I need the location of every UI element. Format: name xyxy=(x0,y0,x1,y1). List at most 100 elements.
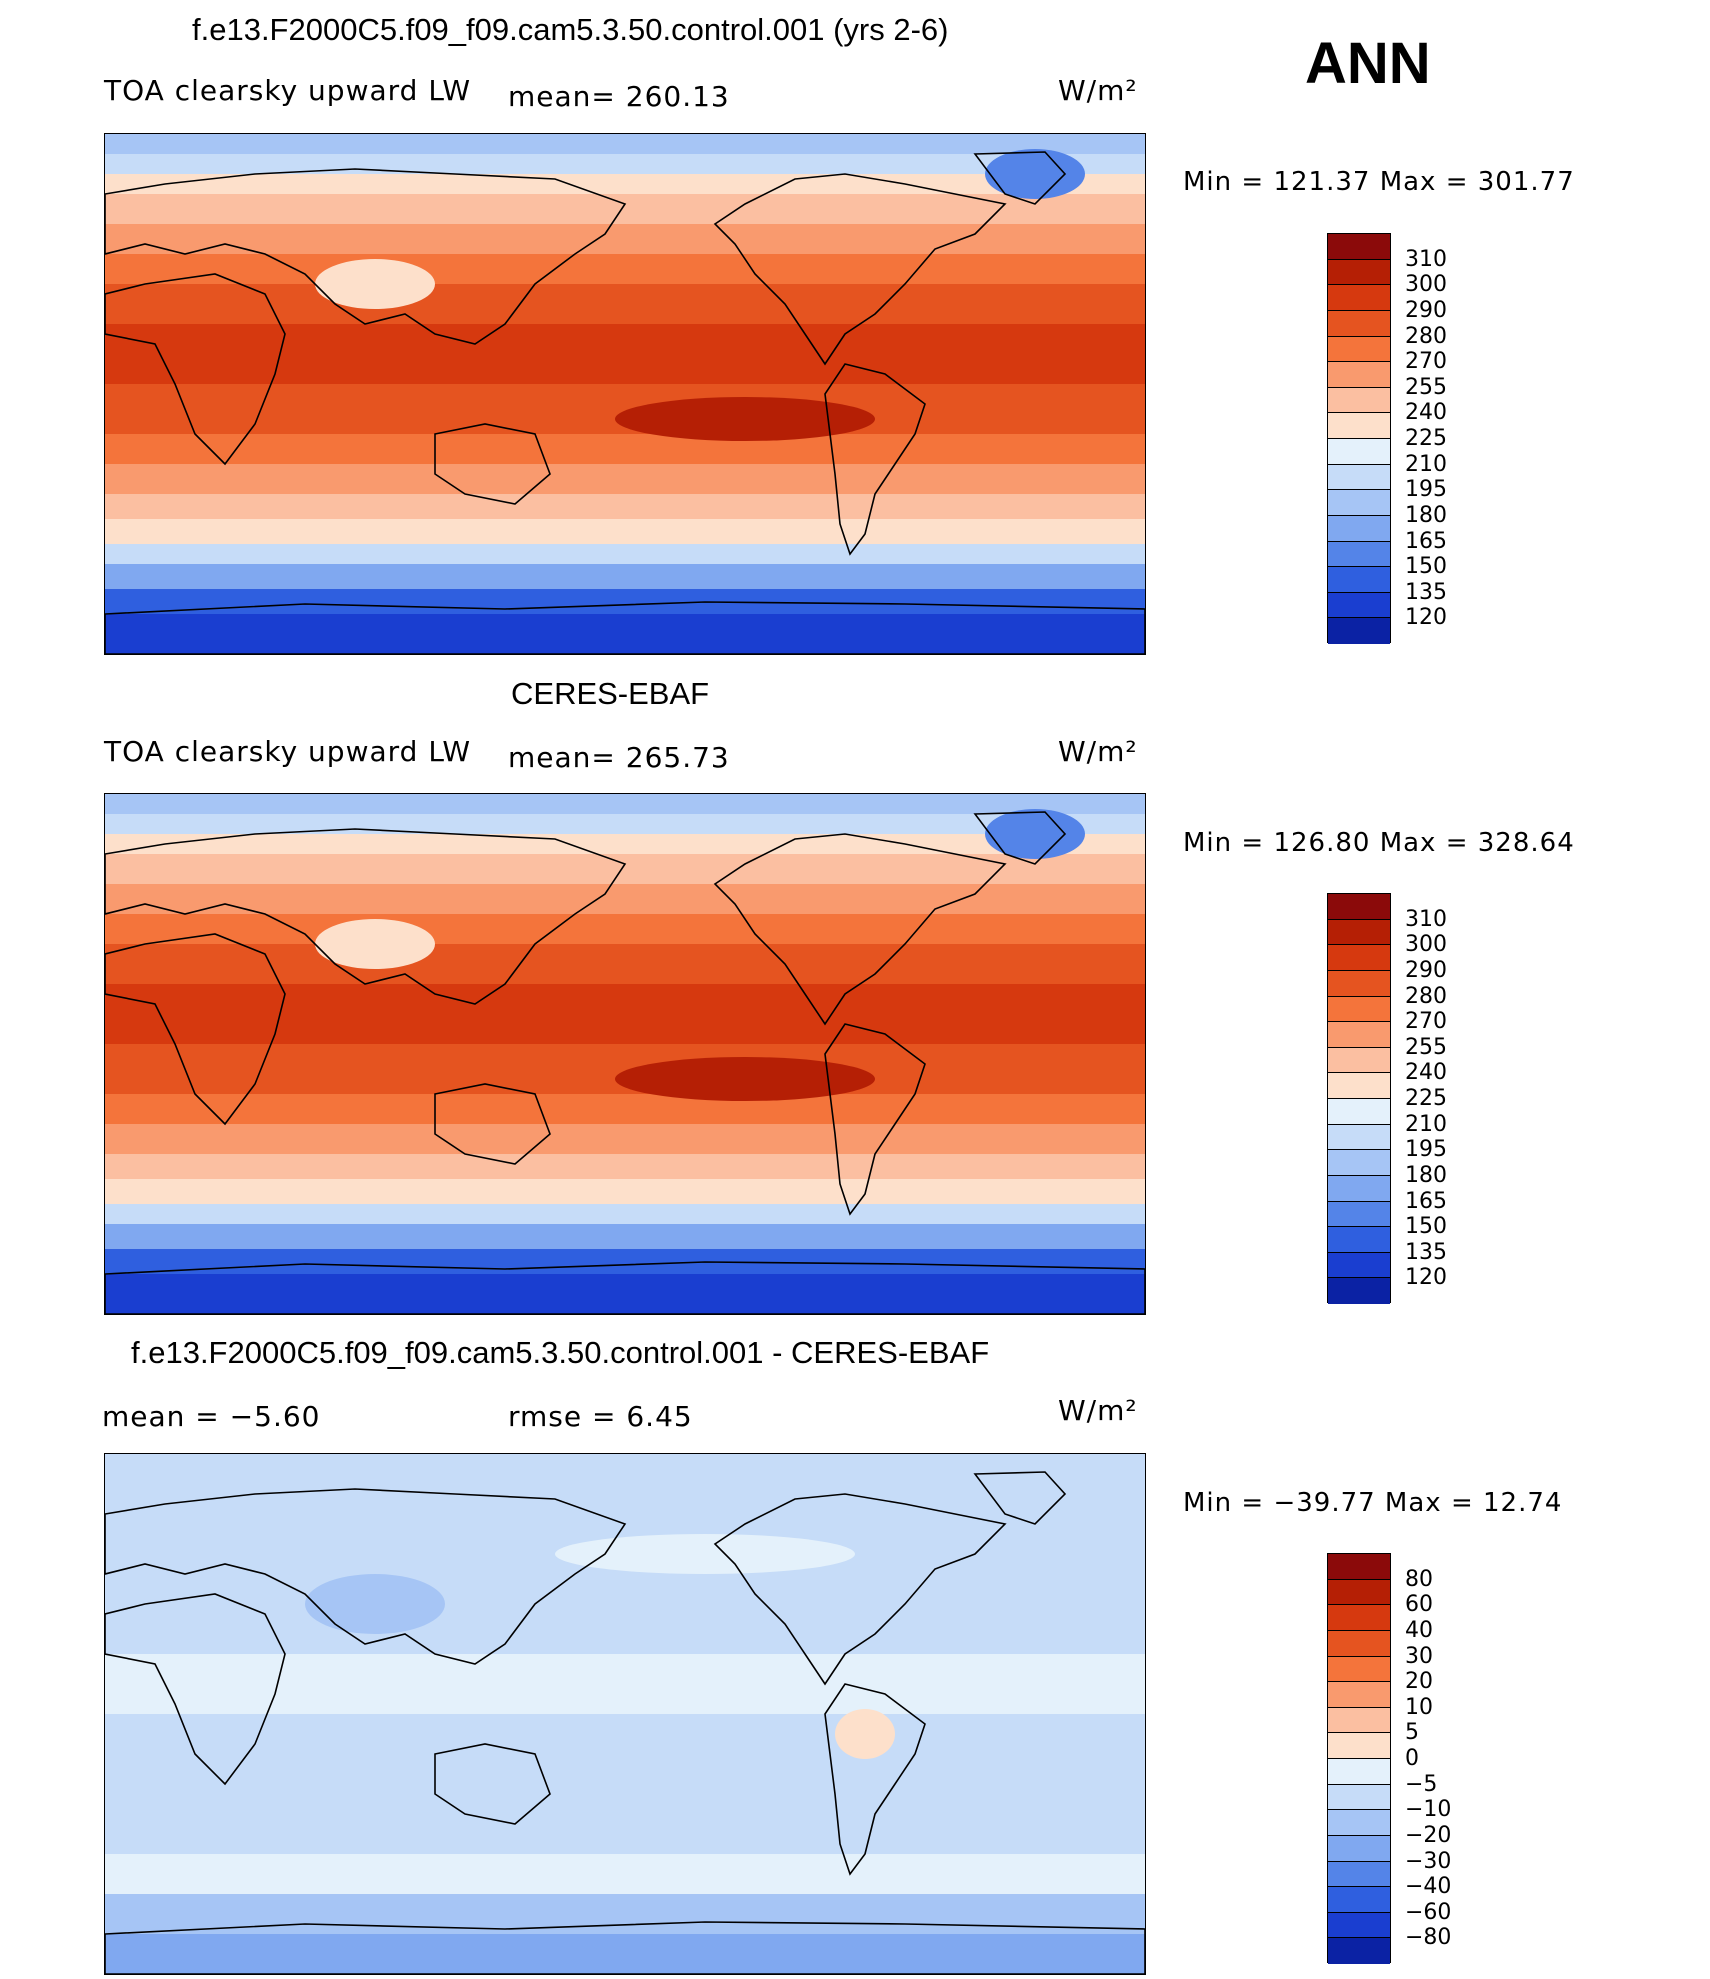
colorbar-swatch xyxy=(1328,310,1390,337)
panel-3-map xyxy=(104,1453,1146,1975)
coastline xyxy=(434,1743,551,1825)
colorbar-swatch xyxy=(1328,1605,1390,1631)
colorbar-swatch xyxy=(1328,439,1390,465)
field-band xyxy=(105,884,1145,914)
field-band xyxy=(105,1224,1145,1249)
panel-3-unit-label: W/m² xyxy=(1058,1394,1138,1427)
coastline xyxy=(824,1023,926,1216)
colorbar-tick-label: 150 xyxy=(1405,1214,1447,1240)
colorbar-tick-label: 280 xyxy=(1405,323,1447,349)
colorbar-swatch xyxy=(1328,285,1390,311)
colorbar-swatch xyxy=(1328,1099,1390,1125)
coastline xyxy=(824,1683,926,1876)
tibetan-plateau-region xyxy=(315,259,435,309)
panel-1-map xyxy=(104,133,1146,655)
field-maximum-region xyxy=(615,1057,875,1101)
greenland-region xyxy=(985,809,1085,859)
colorbar-tick-label: 60 xyxy=(1405,1592,1433,1618)
colorbar-swatch xyxy=(1328,515,1390,542)
field-band xyxy=(105,1204,1145,1224)
colorbar-tick-label: 255 xyxy=(1405,1034,1447,1060)
panel-1-mean-label: mean= 260.13 xyxy=(508,80,730,113)
field-band xyxy=(105,1654,1145,1714)
field-band xyxy=(105,614,1145,654)
field-band xyxy=(105,1249,1145,1274)
colorbar-tick-label: 5 xyxy=(1405,1720,1419,1746)
colorbar-tick-label: 310 xyxy=(1405,906,1447,932)
panel-2-unit-label: W/m² xyxy=(1058,735,1138,768)
colorbar-tick-label: 120 xyxy=(1405,1265,1447,1291)
colorbar-swatch xyxy=(1328,1252,1390,1279)
panel-2-map-svg xyxy=(105,794,1145,1314)
colorbar-tick-label: 240 xyxy=(1405,400,1447,426)
colorbar-swatch xyxy=(1328,1759,1390,1785)
field-band xyxy=(105,224,1145,254)
field-band xyxy=(105,1124,1145,1154)
colorbar-swatch xyxy=(1328,1150,1390,1176)
field-band xyxy=(105,1784,1145,1854)
panel-3-rmse-label: rmse = 6.45 xyxy=(508,1400,693,1433)
panel-1-mean-text: mean= 260.13 xyxy=(508,80,730,113)
colorbar-tick-label: −40 xyxy=(1405,1874,1452,1900)
field-band xyxy=(105,464,1145,494)
field-band xyxy=(105,1274,1145,1314)
colorbar-tick-label: 210 xyxy=(1405,1111,1447,1137)
panel-3-title: f.e13.F2000C5.f09_f09.cam5.3.50.control.… xyxy=(131,1335,990,1370)
field-band xyxy=(105,914,1145,944)
coastline xyxy=(105,1488,627,1665)
colorbar-swatch xyxy=(1328,1835,1390,1862)
colorbar-tick-label: 210 xyxy=(1405,451,1447,477)
field-band xyxy=(105,324,1145,384)
field-band xyxy=(105,174,1145,194)
colorbar-swatch xyxy=(1328,1227,1390,1253)
colorbar-tick-label: −30 xyxy=(1405,1848,1452,1874)
colorbar-swatch xyxy=(1328,1656,1390,1683)
colorbar-swatch xyxy=(1328,1810,1390,1836)
diff-plateau-region xyxy=(305,1574,445,1634)
field-band xyxy=(105,519,1145,544)
colorbar-tick-label: 165 xyxy=(1405,1188,1447,1214)
colorbar-swatch xyxy=(1328,1887,1390,1913)
colorbar-tick-label: 195 xyxy=(1405,477,1447,503)
colorbar-tick-label: 120 xyxy=(1405,605,1447,631)
colorbar-swatch xyxy=(1328,919,1390,946)
coastline xyxy=(105,933,286,1126)
colorbar-swatch xyxy=(1328,945,1390,971)
field-band xyxy=(105,254,1145,284)
colorbar-swatch xyxy=(1328,894,1390,920)
panel-2-variable-label: TOA clearsky upward LW xyxy=(104,735,472,768)
colorbar-swatch xyxy=(1328,1861,1390,1888)
tibetan-plateau-region xyxy=(315,919,435,969)
field-band xyxy=(105,794,1145,814)
colorbar-tick-label: 180 xyxy=(1405,1162,1447,1188)
panel-1-variable-label: TOA clearsky upward LW xyxy=(104,74,472,107)
coastline xyxy=(434,423,551,505)
colorbar-swatch xyxy=(1328,1175,1390,1202)
coastline xyxy=(824,363,926,556)
colorbar-swatch xyxy=(1328,567,1390,593)
colorbar-swatch xyxy=(1328,1784,1390,1811)
diff-band-region xyxy=(555,1534,855,1574)
colorbar-tick-label: 280 xyxy=(1405,983,1447,1009)
panel-3-colorbar xyxy=(1327,1553,1391,1964)
colorbar-swatch xyxy=(1328,362,1390,388)
colorbar-tick-label: 40 xyxy=(1405,1617,1433,1643)
coastline xyxy=(434,1083,551,1165)
colorbar-swatch xyxy=(1328,387,1390,414)
colorbar-tick-label: 300 xyxy=(1405,272,1447,298)
field-band xyxy=(105,1934,1145,1974)
coastline xyxy=(713,1493,1007,1686)
field-band xyxy=(105,1154,1145,1179)
colorbar-tick-label: −5 xyxy=(1405,1771,1438,1797)
colorbar-tick-label: 270 xyxy=(1405,349,1447,375)
field-band xyxy=(105,194,1145,224)
panel-1-min-max: Min = 121.37 Max = 301.77 xyxy=(1183,167,1575,197)
colorbar-swatch xyxy=(1328,1579,1390,1606)
field-band xyxy=(105,944,1145,984)
field-band xyxy=(105,494,1145,519)
colorbar-swatch xyxy=(1328,541,1390,568)
colorbar-tick-label: 270 xyxy=(1405,1009,1447,1035)
panel-1-unit-label: W/m² xyxy=(1058,74,1138,107)
colorbar-swatch xyxy=(1328,464,1390,491)
colorbar-tick-label: 290 xyxy=(1405,297,1447,323)
